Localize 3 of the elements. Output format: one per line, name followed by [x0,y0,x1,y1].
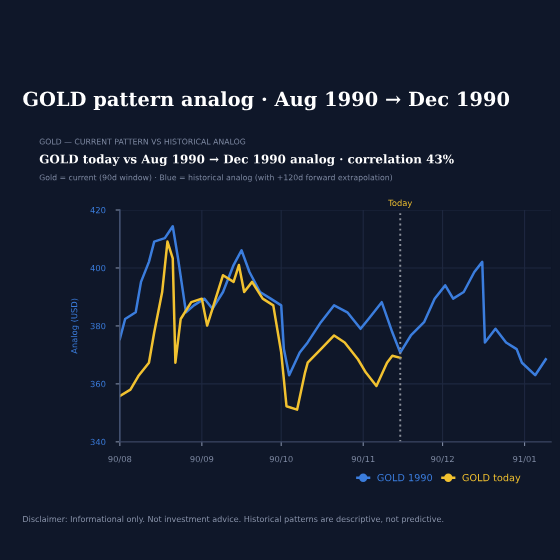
chart-title: GOLD pattern analog · Aug 1990 → Dec 1990 [23,91,510,111]
line-series [119,240,402,411]
line-series [119,224,547,377]
